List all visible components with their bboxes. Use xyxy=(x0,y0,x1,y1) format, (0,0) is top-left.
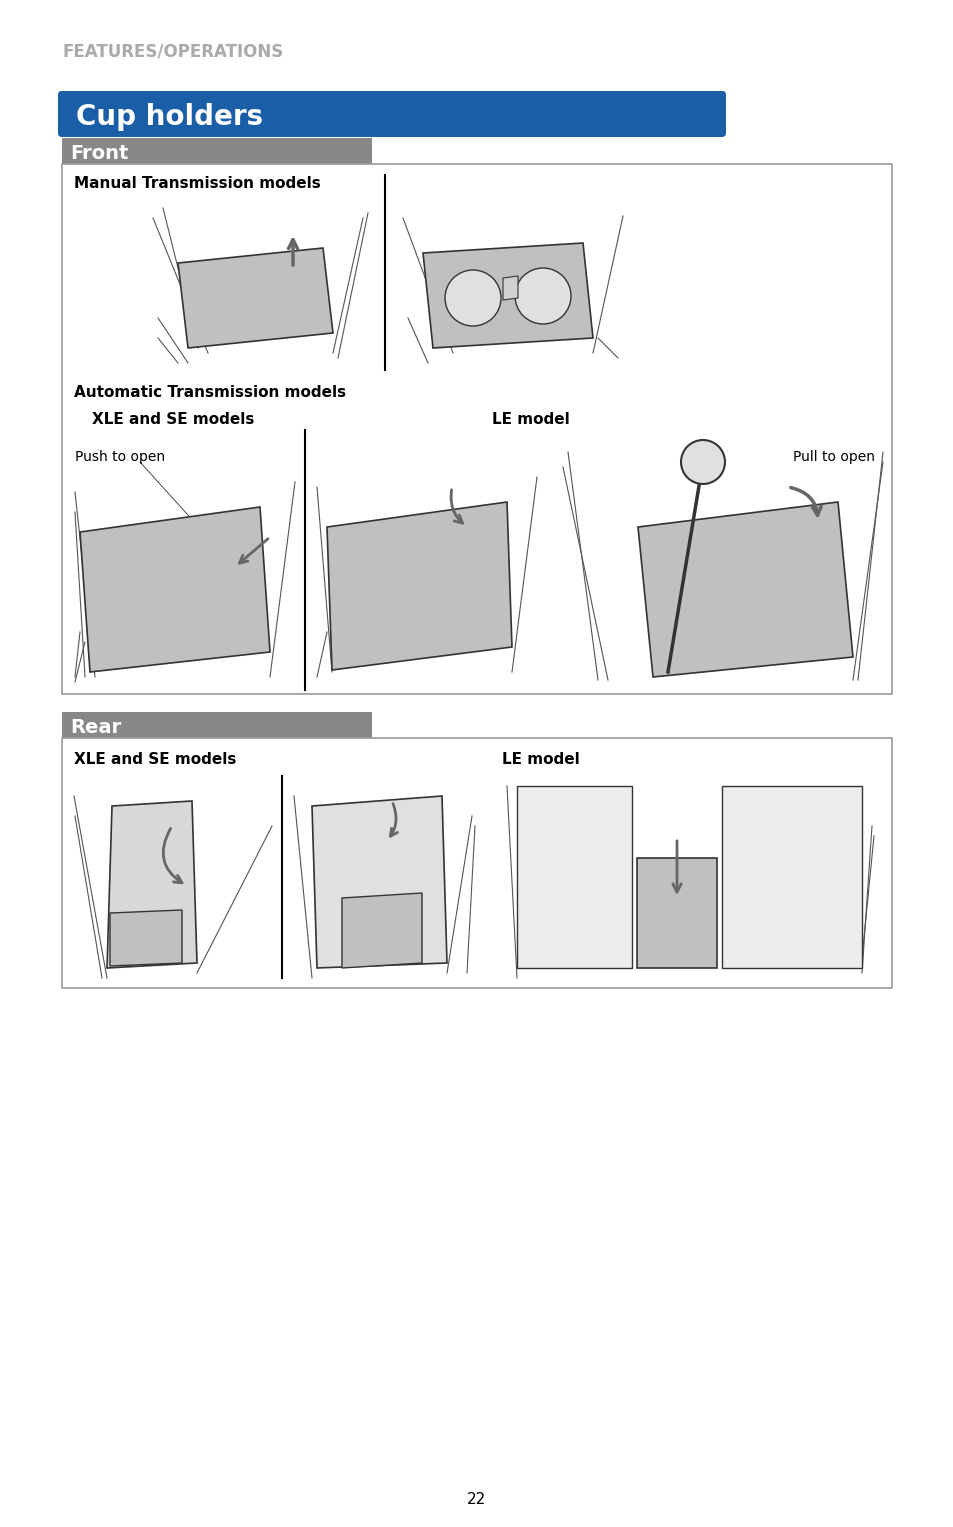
Polygon shape xyxy=(107,802,196,968)
Text: XLE and SE models: XLE and SE models xyxy=(74,751,236,767)
Text: Automatic Transmission models: Automatic Transmission models xyxy=(74,385,346,400)
Circle shape xyxy=(444,270,500,325)
Polygon shape xyxy=(637,858,717,968)
Polygon shape xyxy=(502,276,517,299)
FancyArrowPatch shape xyxy=(451,490,462,524)
Circle shape xyxy=(515,269,571,324)
Text: XLE and SE models: XLE and SE models xyxy=(91,412,254,428)
Text: Push to open: Push to open xyxy=(75,450,165,464)
Text: LE model: LE model xyxy=(492,412,569,428)
Polygon shape xyxy=(312,796,447,968)
Text: FEATURES/OPERATIONS: FEATURES/OPERATIONS xyxy=(62,43,283,60)
Polygon shape xyxy=(721,786,862,968)
Text: Front: Front xyxy=(70,144,129,163)
Bar xyxy=(62,712,372,738)
Bar xyxy=(292,776,476,977)
Polygon shape xyxy=(517,786,631,968)
Bar xyxy=(62,163,891,693)
Bar xyxy=(62,137,372,163)
Bar xyxy=(62,738,891,988)
Text: 22: 22 xyxy=(467,1492,486,1507)
Polygon shape xyxy=(80,507,270,672)
FancyArrowPatch shape xyxy=(163,829,182,883)
Text: Not removable: Not removable xyxy=(490,189,592,205)
Bar xyxy=(397,188,627,363)
FancyArrowPatch shape xyxy=(790,487,821,515)
Bar xyxy=(148,188,373,363)
Polygon shape xyxy=(341,893,421,968)
Text: Cup holders: Cup holders xyxy=(76,102,263,131)
Polygon shape xyxy=(178,247,333,348)
Polygon shape xyxy=(327,502,512,670)
Bar xyxy=(501,776,876,977)
FancyArrowPatch shape xyxy=(390,803,397,837)
Text: Manual Transmission models: Manual Transmission models xyxy=(74,176,320,191)
FancyBboxPatch shape xyxy=(58,92,725,137)
Text: LE model: LE model xyxy=(501,751,579,767)
Bar xyxy=(71,776,276,977)
Circle shape xyxy=(680,440,724,484)
Bar xyxy=(558,432,885,684)
Text: Rear: Rear xyxy=(70,718,121,738)
Polygon shape xyxy=(110,910,182,967)
Bar xyxy=(312,432,539,684)
Polygon shape xyxy=(638,502,852,676)
Bar xyxy=(70,432,297,684)
Text: Pull to open: Pull to open xyxy=(792,450,874,464)
Polygon shape xyxy=(422,243,593,348)
